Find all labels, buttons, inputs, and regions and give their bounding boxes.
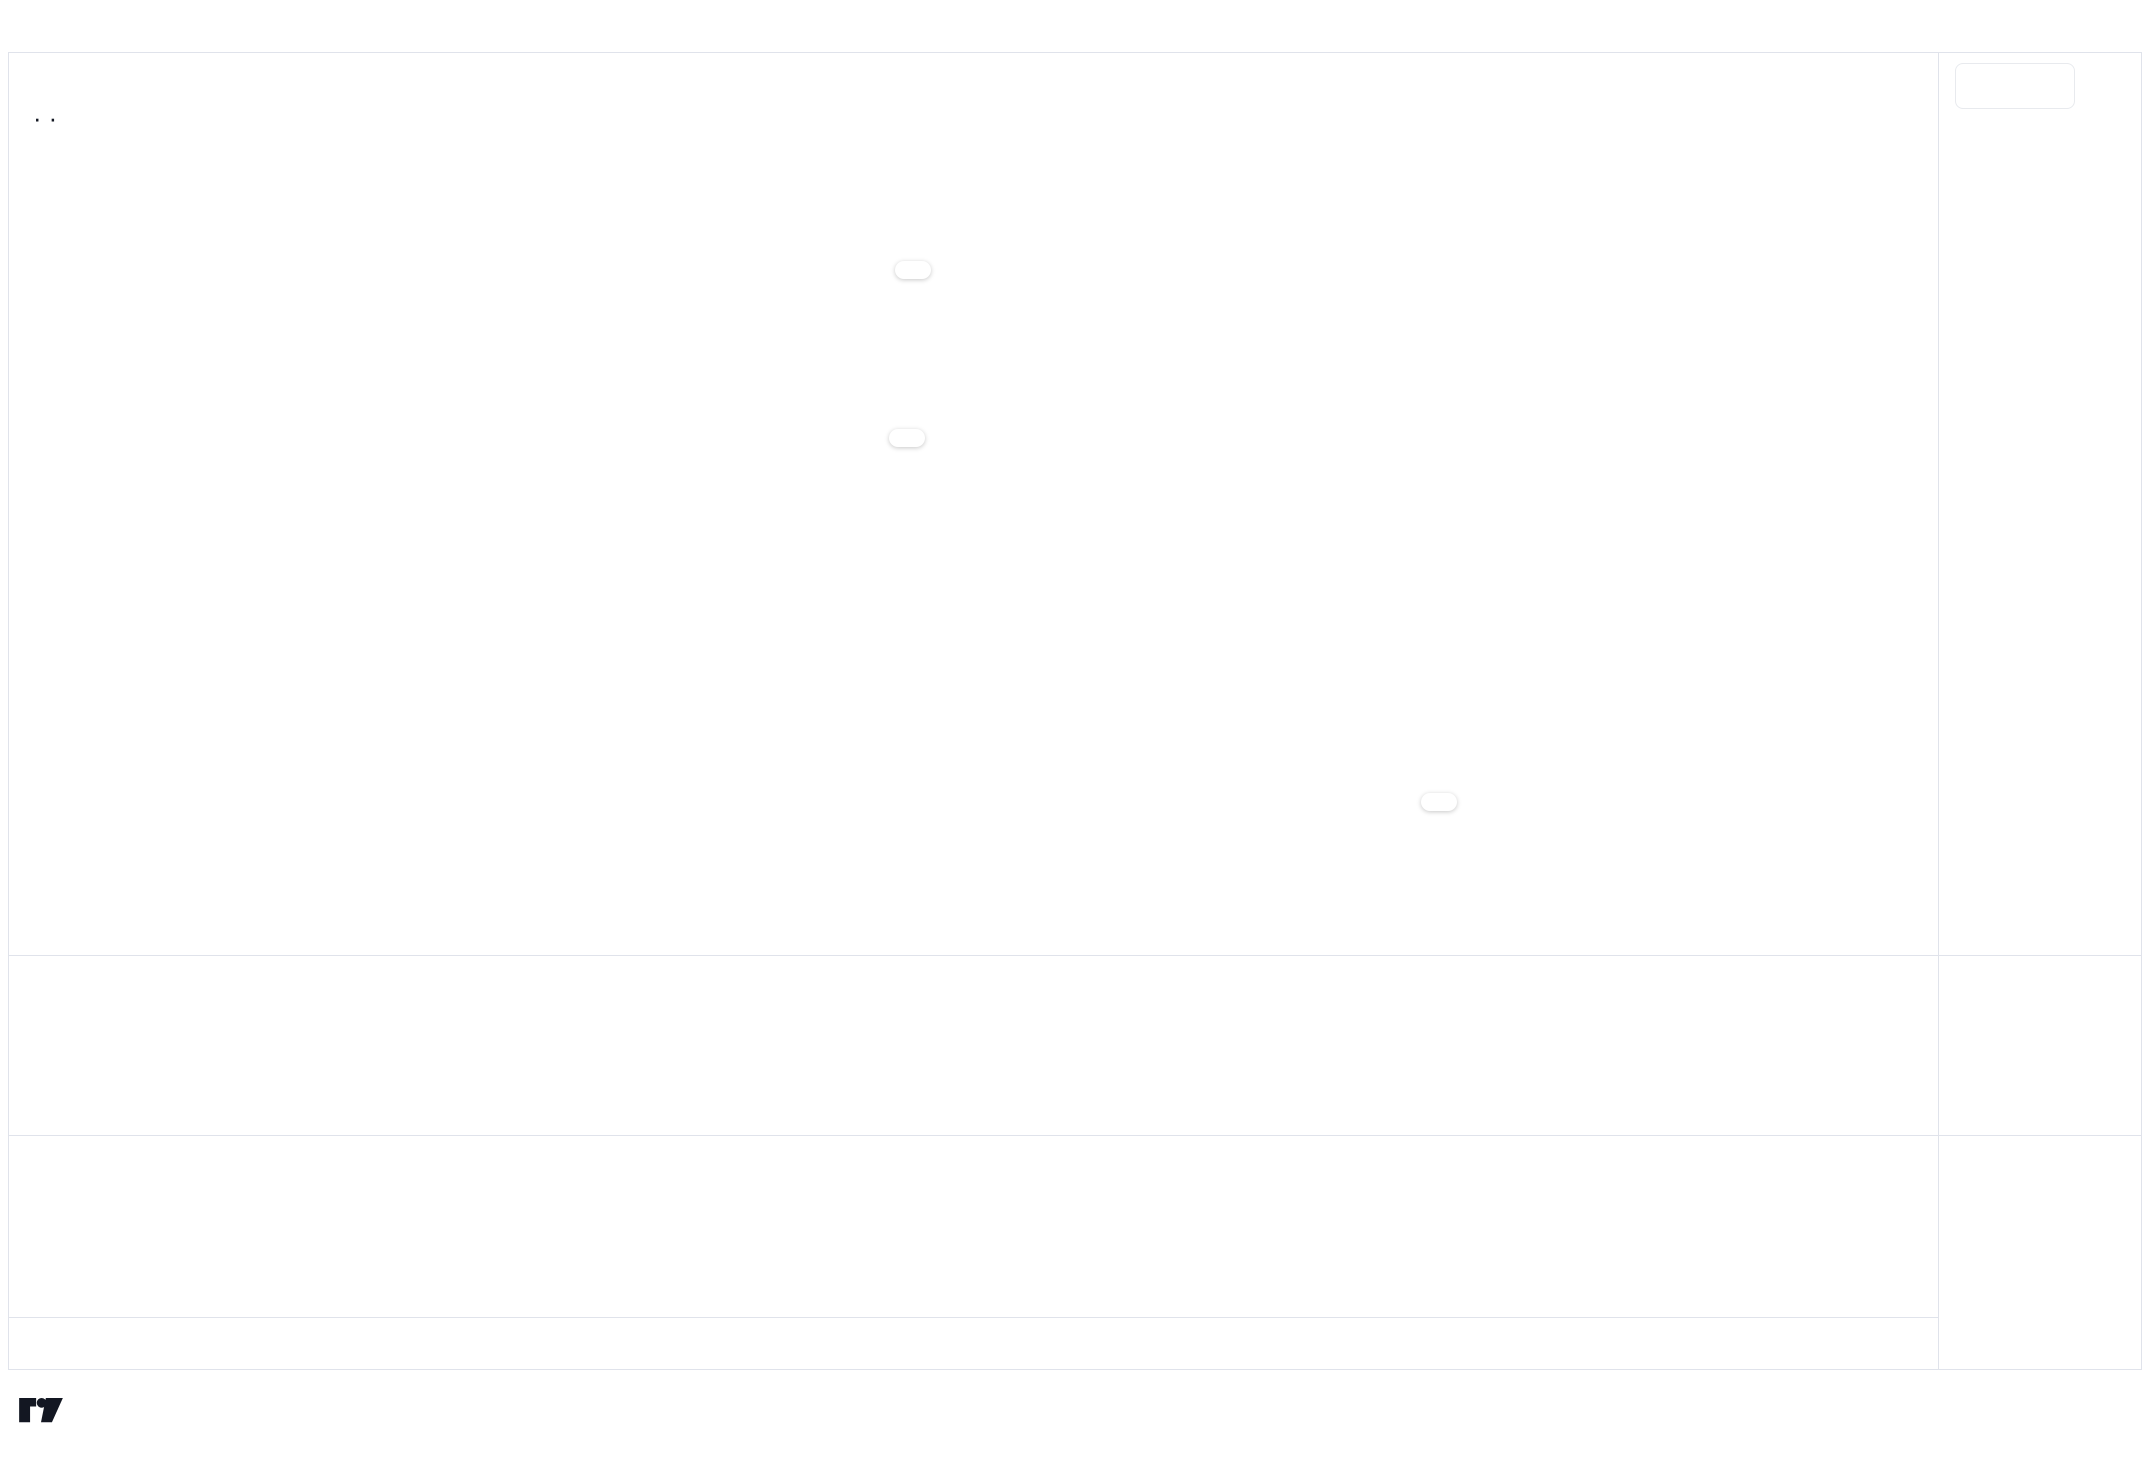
macd-pane[interactable] bbox=[9, 1135, 1938, 1317]
legend-ohlc: · · bbox=[33, 105, 65, 133]
macd-plot bbox=[9, 1136, 1938, 1317]
rsi-plot bbox=[9, 956, 1938, 1135]
price-axis-section bbox=[1939, 53, 2141, 955]
legend-macd bbox=[33, 1169, 69, 1205]
tradingview-logo bbox=[18, 1398, 78, 1432]
time-axis[interactable] bbox=[9, 1317, 1938, 1370]
chart-frame: · · bbox=[8, 52, 2142, 1370]
macd-axis-section bbox=[1939, 1135, 2141, 1317]
rsi-axis-section bbox=[1939, 955, 2141, 1135]
legend-ema bbox=[33, 153, 87, 189]
price-plot bbox=[9, 53, 1938, 955]
rsi-pane[interactable] bbox=[9, 955, 1938, 1135]
price-pane[interactable] bbox=[9, 53, 1938, 955]
annotation-measure-mid[interactable] bbox=[889, 429, 925, 447]
currency-badge[interactable] bbox=[1955, 63, 2075, 109]
tradingview-mark-icon bbox=[19, 1398, 63, 1423]
legend-rsi bbox=[33, 1015, 69, 1051]
annotation-measure-down[interactable] bbox=[1421, 793, 1457, 811]
annotation-measure-top[interactable] bbox=[895, 261, 931, 279]
price-axis[interactable] bbox=[1938, 53, 2141, 1369]
